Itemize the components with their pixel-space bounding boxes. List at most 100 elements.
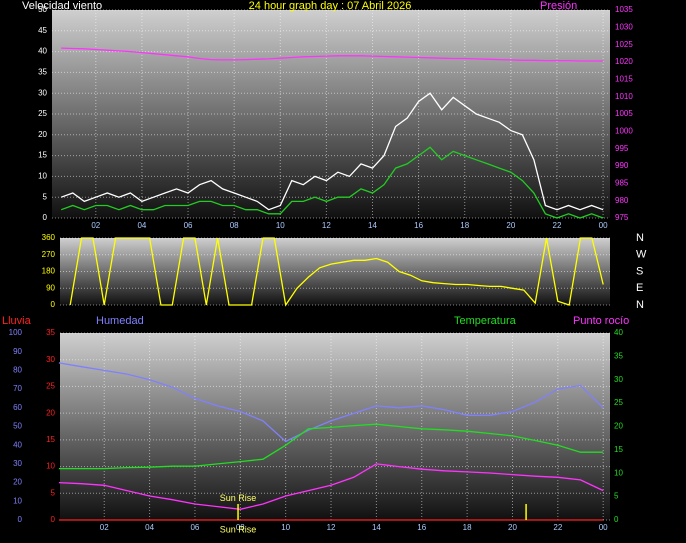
y-tick-label: 10 <box>46 462 55 471</box>
y2-tick-label: N <box>636 299 644 311</box>
y-tick-label: 270 <box>42 250 56 259</box>
y2-tick-label: 1005 <box>615 109 633 118</box>
y2-tick-label: 995 <box>615 144 629 153</box>
y2-tick-label: 1015 <box>615 74 633 83</box>
y-tick-label: 0 <box>51 515 56 524</box>
y2-tick-label: 35 <box>614 351 623 360</box>
y2-tick-label: W <box>636 249 647 261</box>
y3-tick-label: 0 <box>18 515 23 524</box>
x-tick-label: 00 <box>599 221 608 230</box>
y-tick-label: 25 <box>46 382 55 391</box>
x-tick-label: 20 <box>506 221 515 230</box>
y3-tick-label: 90 <box>13 347 22 356</box>
y2-tick-label: N <box>636 232 644 244</box>
x-tick-label: 06 <box>184 221 193 230</box>
y3-tick-label: 30 <box>13 459 22 468</box>
x-tick-label: 22 <box>553 221 562 230</box>
y2-tick-label: 40 <box>614 328 623 337</box>
y3-tick-label: 40 <box>13 440 22 449</box>
y2-tick-label: 0 <box>614 515 619 524</box>
y2-tick-label: 15 <box>614 445 623 454</box>
series-line <box>58 423 604 470</box>
annotation: Sun Rise <box>220 524 257 534</box>
x-tick-label: 06 <box>190 523 199 532</box>
y2-tick-label: 5 <box>614 492 619 501</box>
series-line <box>58 362 604 443</box>
x-tick-label: 04 <box>145 523 154 532</box>
y2-tick-label: 985 <box>615 178 629 187</box>
x-tick-label: 20 <box>508 523 517 532</box>
x-tick-label: 10 <box>276 221 285 230</box>
y3-tick-label: 60 <box>13 403 22 412</box>
x-tick-label: 12 <box>322 221 331 230</box>
legend-label: Lluvia <box>2 315 32 327</box>
y3-tick-label: 50 <box>13 422 22 431</box>
x-tick-label: 02 <box>100 523 109 532</box>
series-line <box>69 237 604 307</box>
x-tick-label: 14 <box>372 523 381 532</box>
y2-tick-label: 1020 <box>615 57 633 66</box>
series-line <box>58 463 604 510</box>
x-tick-label: 22 <box>553 523 562 532</box>
y2-tick-label: 1025 <box>615 40 633 49</box>
y-tick-label: 50 <box>38 5 47 14</box>
x-tick-label: 14 <box>368 221 377 230</box>
y-tick-label: 180 <box>42 267 56 276</box>
y2-tick-label: 10 <box>614 468 623 477</box>
y-tick-label: 25 <box>38 109 47 118</box>
y2-label: Presión <box>540 0 577 12</box>
y-tick-label: 20 <box>46 408 55 417</box>
y2-tick-label: E <box>636 282 643 294</box>
y-tick-label: 360 <box>42 233 56 242</box>
legend-label: Humedad <box>96 315 144 327</box>
y-tick-label: 0 <box>43 213 48 222</box>
y2-tick-label: 1010 <box>615 92 633 101</box>
x-tick-label: 00 <box>599 523 608 532</box>
y-tick-label: 15 <box>46 435 55 444</box>
x-tick-label: 12 <box>327 523 336 532</box>
legend-label: Temperatura <box>454 315 517 327</box>
x-tick-label: 04 <box>137 221 146 230</box>
y-tick-label: 30 <box>46 355 55 364</box>
x-tick-label: 18 <box>460 221 469 230</box>
y2-tick-label: 990 <box>615 161 629 170</box>
legend-label: Punto rocío <box>573 315 629 327</box>
x-tick-label: 08 <box>236 523 245 532</box>
x-tick-label: 16 <box>417 523 426 532</box>
y3-tick-label: 20 <box>13 478 22 487</box>
y-tick-label: 30 <box>38 88 47 97</box>
x-tick-label: 16 <box>414 221 423 230</box>
y2-tick-label: 1030 <box>615 22 633 31</box>
y3-tick-label: 80 <box>13 366 22 375</box>
y3-tick-label: 100 <box>9 328 23 337</box>
y2-tick-label: 25 <box>614 398 623 407</box>
x-tick-label: 08 <box>230 221 239 230</box>
y-tick-label: 90 <box>46 283 55 292</box>
y-tick-label: 15 <box>38 151 47 160</box>
y-label: Velocidad viento <box>22 0 102 12</box>
y-tick-label: 5 <box>51 488 56 497</box>
y-tick-label: 20 <box>38 130 47 139</box>
y2-tick-label: 975 <box>615 213 629 222</box>
y-tick-label: 5 <box>43 192 48 201</box>
y3-tick-label: 70 <box>13 384 22 393</box>
y2-tick-label: 1000 <box>615 126 633 135</box>
y2-tick-label: 30 <box>614 375 623 384</box>
y-tick-label: 45 <box>38 26 47 35</box>
y-tick-label: 10 <box>38 172 47 181</box>
series-line <box>60 92 604 211</box>
y2-tick-label: 980 <box>615 196 629 205</box>
y2-tick-label: 20 <box>614 422 623 431</box>
y-tick-label: 40 <box>38 47 47 56</box>
series-line <box>61 47 604 62</box>
y3-tick-label: 10 <box>13 496 22 505</box>
title: 24 hour graph day : 07 Abril 2026 <box>249 0 412 12</box>
x-tick-label: 18 <box>463 523 472 532</box>
series-line <box>60 146 604 219</box>
y2-tick-label: 1035 <box>615 5 633 14</box>
x-tick-label: 10 <box>281 523 290 532</box>
y-tick-label: 35 <box>38 68 47 77</box>
y-tick-label: 35 <box>46 328 55 337</box>
annotation: Sun Rise <box>220 493 257 503</box>
